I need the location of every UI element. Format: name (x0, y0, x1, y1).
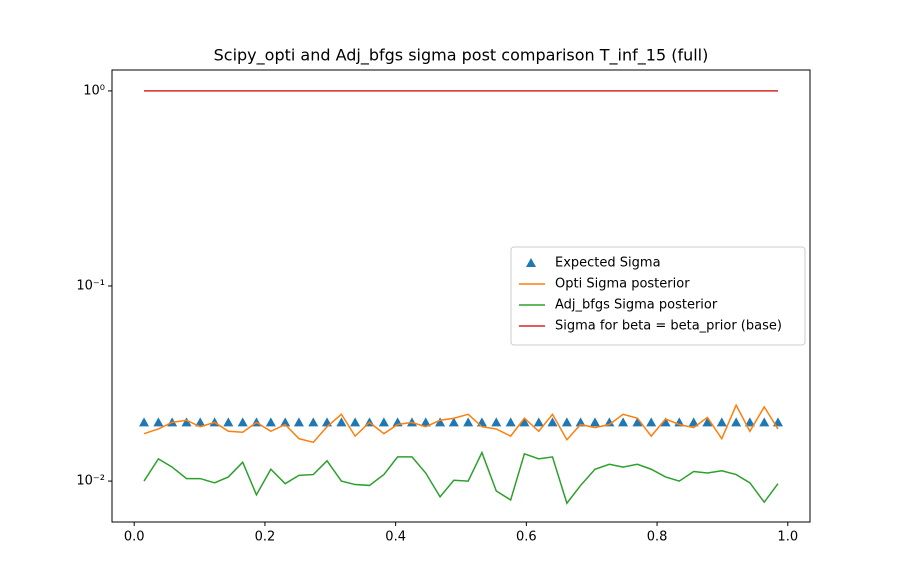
line (143, 450, 779, 505)
marker (139, 417, 150, 427)
legend-label: Expected Sigma (555, 256, 661, 271)
marker (519, 417, 530, 427)
x-tick-label: 0.2 (255, 530, 276, 545)
marker (646, 417, 657, 427)
marker (731, 417, 742, 427)
marker (575, 417, 586, 427)
marker (688, 417, 699, 427)
marker (547, 417, 558, 427)
marker (293, 417, 304, 427)
chart-title: Scipy_opti and Adj_bfgs sigma post compa… (214, 46, 709, 66)
marker (153, 417, 164, 427)
marker (336, 417, 347, 427)
legend-box (510, 246, 806, 346)
marker (476, 417, 487, 427)
y-tick-label: 10⁻² (76, 474, 105, 489)
legend-label: Sigma for beta = beta_prior (base) (555, 319, 782, 334)
line (143, 403, 779, 444)
plot-frame (111, 69, 811, 523)
marker (223, 417, 234, 427)
legend-label: Adj_bfgs Sigma posterior (555, 298, 718, 313)
marker (491, 417, 502, 427)
legend-label: Opti Sigma posterior (555, 277, 690, 292)
marker (505, 417, 516, 427)
x-tick-label: 0.0 (124, 530, 145, 545)
marker (561, 417, 572, 427)
marker (280, 417, 291, 427)
marker (350, 417, 361, 427)
marker (632, 417, 643, 427)
marker (181, 417, 192, 427)
marker (463, 417, 474, 427)
y-tick-label: 10⁻¹ (76, 279, 105, 294)
marker (435, 417, 446, 427)
x-tick-label: 1.0 (777, 530, 798, 545)
marker (420, 417, 431, 427)
marker (716, 417, 727, 427)
y-tick-label: 10⁰ (83, 83, 105, 98)
marker (265, 417, 276, 427)
marker (237, 417, 248, 427)
marker (533, 417, 544, 427)
marker (604, 417, 615, 427)
marker (618, 417, 629, 427)
x-tick-label: 0.8 (647, 530, 668, 545)
marker (322, 417, 333, 427)
marker (702, 417, 713, 427)
marker (589, 417, 600, 427)
legend-marker (526, 258, 536, 267)
marker (448, 417, 459, 427)
marker (660, 417, 671, 427)
marker (744, 417, 755, 427)
marker (308, 417, 319, 427)
x-tick-label: 0.6 (516, 530, 537, 545)
marker (772, 417, 783, 427)
marker (195, 417, 206, 427)
marker (378, 417, 389, 427)
x-tick-label: 0.4 (385, 530, 406, 545)
marker (759, 417, 770, 427)
